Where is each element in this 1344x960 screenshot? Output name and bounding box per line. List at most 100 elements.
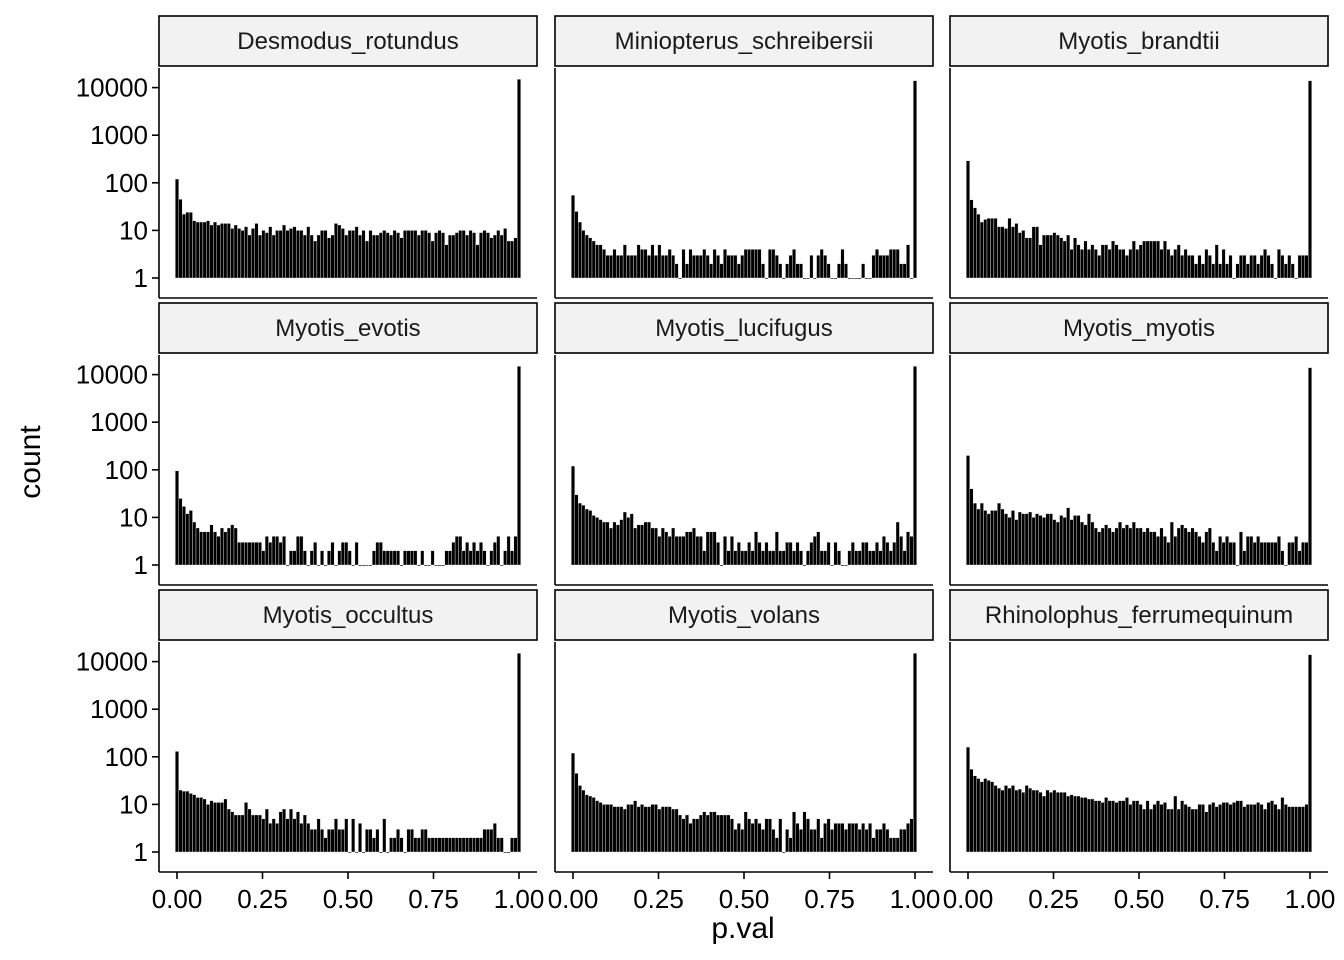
histogram-bar: [771, 550, 776, 566]
histogram-bar: [809, 542, 814, 566]
histogram-bar: [296, 536, 300, 566]
histogram-bar: [1011, 510, 1015, 566]
histogram-bar: [709, 811, 714, 853]
histogram-bar: [712, 249, 717, 279]
histogram-bar: [861, 823, 866, 853]
histogram-bar: [664, 255, 669, 279]
histogram-bar: [289, 550, 293, 566]
histogram-bar: [979, 781, 984, 853]
histogram-bar: [875, 829, 879, 853]
histogram-bar: [399, 837, 404, 853]
histogram-bar: [475, 837, 480, 853]
histogram-bar: [650, 244, 655, 279]
histogram-bar: [1066, 795, 1071, 853]
histogram-bar: [451, 837, 456, 853]
histogram-bar: [479, 232, 483, 279]
histogram-bar: [1283, 263, 1288, 279]
histogram-bar: [1045, 789, 1050, 853]
histogram-bar: [378, 851, 383, 854]
histogram-bar: [461, 230, 466, 279]
histogram-bar: [1221, 249, 1226, 279]
histogram-bar: [1187, 531, 1191, 566]
histogram-bar: [403, 550, 407, 566]
histogram-bar: [595, 800, 600, 853]
histogram-bar: [1239, 255, 1243, 279]
histogram-bar: [678, 536, 682, 566]
histogram-bar: [685, 814, 689, 853]
histogram-bar: [595, 244, 600, 279]
histogram-bar: [702, 550, 707, 566]
histogram-bar: [175, 470, 179, 566]
histogram-bar: [823, 550, 828, 566]
histogram-bar: [1087, 798, 1091, 853]
histogram-bar: [1187, 255, 1191, 279]
histogram-bar: [1011, 785, 1015, 853]
histogram-bar: [1270, 263, 1274, 279]
histogram-bar: [840, 823, 845, 853]
histogram-bar: [716, 542, 720, 566]
y-tick-label: 10000: [76, 73, 148, 103]
histogram-bar: [761, 829, 765, 853]
histogram-bar: [757, 249, 762, 279]
histogram-bar: [1190, 527, 1195, 566]
histogram-bar: [629, 804, 634, 853]
panel-myotis-occultus: Myotis_occultus 1 10 100 1000 10000 0.00 0.25 0.…: [76, 589, 544, 914]
histogram-bar: [806, 550, 810, 566]
histogram-bar: [486, 829, 490, 853]
histogram-bar: [778, 818, 783, 853]
histogram-bar: [437, 564, 442, 567]
y-tick-label: 1: [134, 550, 148, 580]
histogram-bar: [399, 237, 404, 279]
histogram-bar: [361, 564, 366, 567]
histogram-bar: [444, 837, 449, 853]
histogram-bar: [1038, 792, 1043, 853]
histogram-bar: [1221, 802, 1226, 853]
histogram-bar: [882, 536, 886, 566]
histogram-bar: [571, 465, 575, 566]
histogram-bar: [643, 806, 648, 853]
histogram-bar: [275, 536, 280, 566]
histogram-bar: [1176, 527, 1181, 566]
histogram-bar: [1024, 513, 1029, 566]
histogram-bar: [1028, 511, 1033, 566]
facet-strip: [554, 302, 934, 354]
histogram-bar: [444, 244, 449, 279]
histogram-bar: [973, 502, 977, 566]
histogram-bar: [1166, 542, 1171, 566]
histogram-bar: [802, 277, 807, 280]
histogram-bar: [1304, 255, 1309, 279]
histogram-bar: [199, 797, 204, 853]
histogram-bar: [185, 790, 190, 853]
x-tick-label: 0.25: [633, 884, 684, 914]
histogram-bar: [1007, 218, 1012, 279]
histogram-bar: [1304, 542, 1309, 566]
histogram-bar: [261, 550, 266, 566]
histogram-bar: [306, 823, 311, 853]
x-tick-label: 0.50: [719, 884, 770, 914]
histogram-bar: [1045, 234, 1050, 279]
histogram-bar: [423, 230, 428, 279]
panel-myotis-myotis: Myotis_myotis: [949, 302, 1329, 586]
histogram-bar: [337, 224, 342, 279]
histogram-bar: [885, 542, 890, 566]
histogram-bar: [578, 221, 582, 279]
histogram-bar: [622, 511, 627, 566]
histogram-bar: [517, 653, 521, 853]
histogram-bar: [736, 263, 741, 279]
histogram-bar: [292, 226, 297, 279]
histogram-bar: [726, 255, 731, 279]
histogram-bar: [278, 230, 283, 279]
histogram-bar: [1225, 536, 1229, 566]
x-tick-label: 0.00: [548, 884, 599, 914]
histogram-bar: [616, 524, 620, 566]
histogram-bar: [671, 808, 676, 853]
panel-axes: 1 10 100 1000 10000: [76, 68, 537, 299]
histogram-bar: [351, 230, 356, 279]
histogram-bar: [264, 536, 269, 566]
y-tick-label: 1: [134, 263, 148, 293]
histogram-bar: [465, 837, 470, 853]
histogram-bar: [344, 818, 349, 853]
histogram-bar: [492, 234, 497, 279]
histogram-bar: [413, 230, 418, 279]
